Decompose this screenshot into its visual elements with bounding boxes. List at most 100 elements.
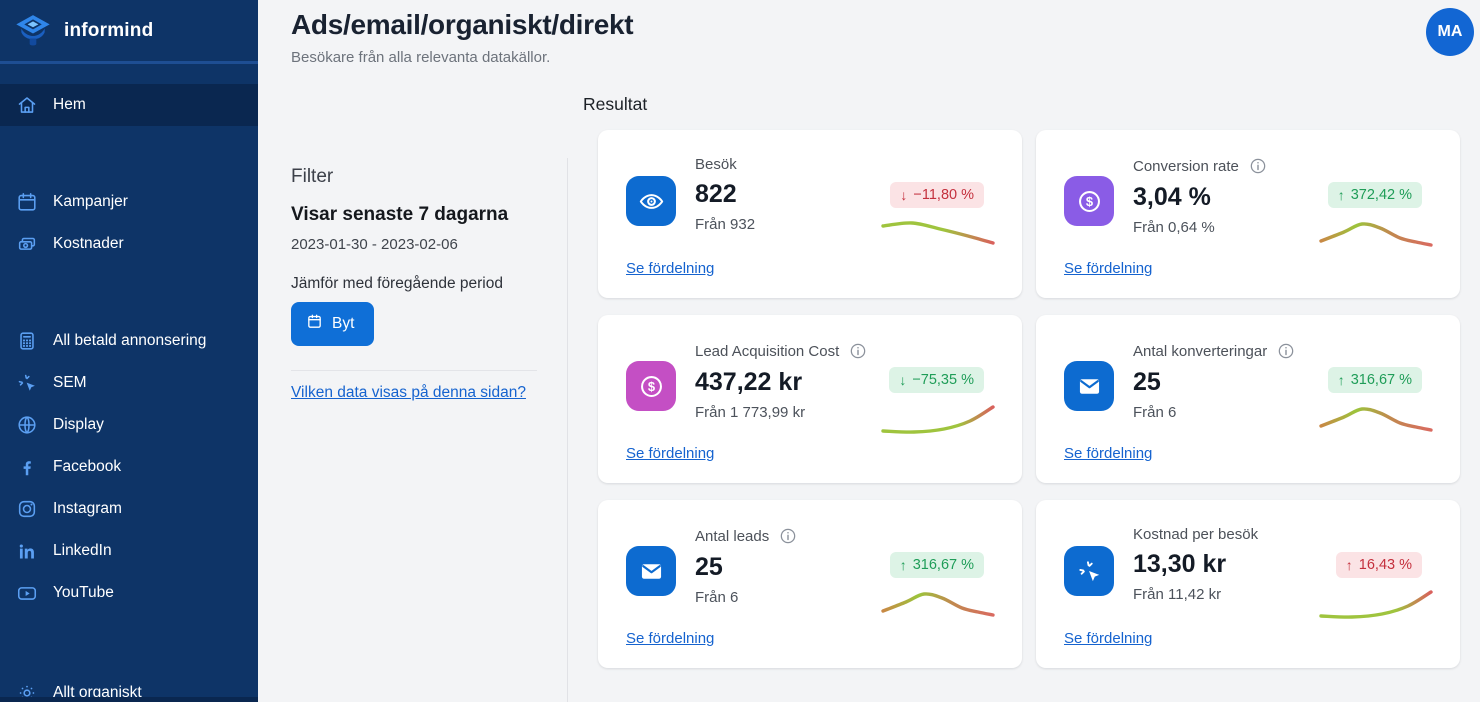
metric-value: 3,04 % xyxy=(1133,183,1211,211)
trend-sparkline xyxy=(881,592,995,617)
sidebar-item-instagram[interactable]: Instagram xyxy=(0,488,258,530)
filter-heading: Filter xyxy=(291,166,334,187)
filter-compare-label: Jämför med föregående period xyxy=(291,275,503,292)
filter-period-title: Visar senaste 7 dagarna xyxy=(291,204,509,225)
sidebar-item-label: All betald annonsering xyxy=(53,332,207,349)
metric-label: Kostnad per besök xyxy=(1133,526,1259,543)
results-heading: Resultat xyxy=(583,94,648,114)
mail-icon xyxy=(626,546,676,596)
metric-card: Besök 822 Från 932 ↓ −11,80 % Se fördeln… xyxy=(598,130,1022,298)
info-icon[interactable] xyxy=(778,526,798,546)
sidebar-item-sem[interactable]: SEM xyxy=(0,362,258,404)
sidebar-item-label: Display xyxy=(53,416,104,433)
trend-sparkline xyxy=(1319,407,1433,432)
arrow-up-icon: ↑ xyxy=(1345,557,1353,573)
info-icon[interactable] xyxy=(1276,341,1296,361)
svg-text:$: $ xyxy=(647,379,654,394)
sidebar-item-label: Hem xyxy=(53,96,86,113)
metric-value: 13,30 kr xyxy=(1133,550,1227,578)
se-fordelning-link[interactable]: Se fördelning xyxy=(626,260,715,277)
metric-label: Antal konverteringar xyxy=(1133,342,1268,360)
change-badge: ↑ 372,42 % xyxy=(1327,182,1422,208)
se-fordelning-link[interactable]: Se fördelning xyxy=(626,445,715,462)
change-period-button[interactable]: Byt xyxy=(291,302,375,346)
svg-text:$: $ xyxy=(1085,194,1092,209)
youtube-icon xyxy=(15,581,39,605)
dollar-circle-icon: $ xyxy=(626,361,676,411)
info-icon[interactable] xyxy=(848,341,868,361)
facebook-icon xyxy=(15,455,39,479)
page-title: Ads/email/organiskt/direkt xyxy=(291,9,634,40)
sidebar-item-label: Facebook xyxy=(53,458,122,475)
metric-label: Besök xyxy=(695,156,737,173)
sidebar-item-kostnader[interactable]: Kostnader xyxy=(0,223,258,265)
metric-label: Antal leads xyxy=(695,527,770,545)
main-content: Ads/email/organiskt/direkt Besökare från… xyxy=(258,0,1480,702)
se-fordelning-link[interactable]: Se fördelning xyxy=(1064,260,1153,277)
sidebar-item-label: Instagram xyxy=(53,500,122,517)
metric-value: 25 xyxy=(1133,368,1161,396)
change-badge: ↑ 316,67 % xyxy=(1327,367,1422,393)
sidebar-item-hem[interactable]: Hem xyxy=(0,84,258,126)
page-subtitle: Besökare från alla relevanta datakällor. xyxy=(291,49,551,66)
metric-card: Antal konverteringar 25 Från 6 ↑ 316,67 … xyxy=(1036,315,1460,483)
metric-previous-value: Från 1 773,99 kr xyxy=(695,404,806,421)
se-fordelning-link[interactable]: Se fördelning xyxy=(1064,630,1153,647)
sidebar-item-youtube[interactable]: YouTube xyxy=(0,572,258,614)
sidebar-item-all-betald-annonsering[interactable]: All betald annonsering xyxy=(0,320,258,362)
sidebar-item-linkedin[interactable]: LinkedIn xyxy=(0,530,258,572)
sidebar-item-kampanjer[interactable]: Kampanjer xyxy=(0,181,258,223)
metric-cards-grid: Besök 822 Från 932 ↓ −11,80 % Se fördeln… xyxy=(598,130,1460,668)
change-badge: ↑ 16,43 % xyxy=(1335,552,1422,578)
se-fordelning-link[interactable]: Se fördelning xyxy=(626,630,715,647)
metric-value: 25 xyxy=(695,553,723,581)
sidebar-item-display[interactable]: Display xyxy=(0,404,258,446)
metric-label: Lead Acquisition Cost xyxy=(695,342,840,360)
cursor-click-icon xyxy=(1064,546,1114,596)
mail-icon xyxy=(1064,361,1114,411)
info-icon[interactable] xyxy=(1248,156,1268,176)
filter-panel: Filter Visar senaste 7 dagarna 2023-01-3… xyxy=(291,166,553,402)
calendar-icon xyxy=(306,313,323,335)
change-badge: ↑ 316,67 % xyxy=(889,552,984,578)
results-section: Resultat Besök 822 Från 932 ↓ −11,80 % S… xyxy=(583,94,1460,668)
user-avatar[interactable]: MA xyxy=(1426,8,1474,56)
dollar-circle-icon: $ xyxy=(1064,176,1114,226)
sidebar-item-label: YouTube xyxy=(53,584,114,601)
globe-icon xyxy=(15,413,39,437)
sidebar-item-label: LinkedIn xyxy=(53,542,112,559)
metric-card: Antal leads 25 Från 6 ↑ 316,67 % Se förd… xyxy=(598,500,1022,668)
linkedin-icon xyxy=(15,539,39,563)
trend-sparkline xyxy=(1319,222,1433,247)
cursor-click-icon xyxy=(15,371,39,395)
metric-value: 822 xyxy=(695,180,737,208)
sidebar-bottom-strip xyxy=(0,697,258,702)
sidebar-item-label: Allt organiskt xyxy=(53,684,142,701)
filter-results-divider xyxy=(567,158,568,702)
arrow-up-icon: ↑ xyxy=(1337,372,1345,388)
calendar-icon xyxy=(15,190,39,214)
sidebar-item-label: Kostnader xyxy=(53,235,124,252)
filter-date-range: 2023-01-30 - 2023-02-06 xyxy=(291,236,458,253)
instagram-icon xyxy=(15,497,39,521)
logo-row[interactable]: informind xyxy=(0,0,258,61)
metric-card: Kostnad per besök 13,30 kr Från 11,42 kr… xyxy=(1036,500,1460,668)
arrow-down-icon: ↓ xyxy=(899,372,907,388)
sidebar-divider xyxy=(0,61,258,64)
data-info-link[interactable]: Vilken data visas på denna sidan? xyxy=(291,384,526,401)
metric-card: $ Lead Acquisition Cost 437,22 kr Från 1… xyxy=(598,315,1022,483)
trend-sparkline xyxy=(881,221,995,245)
change-badge: ↓ −75,35 % xyxy=(889,367,984,393)
sidebar-item-label: SEM xyxy=(53,374,87,391)
sidebar-item-label: Kampanjer xyxy=(53,193,128,210)
se-fordelning-link[interactable]: Se fördelning xyxy=(1064,445,1153,462)
metric-previous-value: Från 6 xyxy=(1133,404,1177,421)
trend-sparkline xyxy=(881,405,995,434)
sidebar-item-facebook[interactable]: Facebook xyxy=(0,446,258,488)
eye-icon xyxy=(626,176,676,226)
filter-divider xyxy=(291,370,537,371)
calculator-icon xyxy=(15,329,39,353)
metric-label: Conversion rate xyxy=(1133,157,1239,175)
metric-previous-value: Från 11,42 kr xyxy=(1133,586,1222,603)
brand-label: informind xyxy=(64,20,154,41)
